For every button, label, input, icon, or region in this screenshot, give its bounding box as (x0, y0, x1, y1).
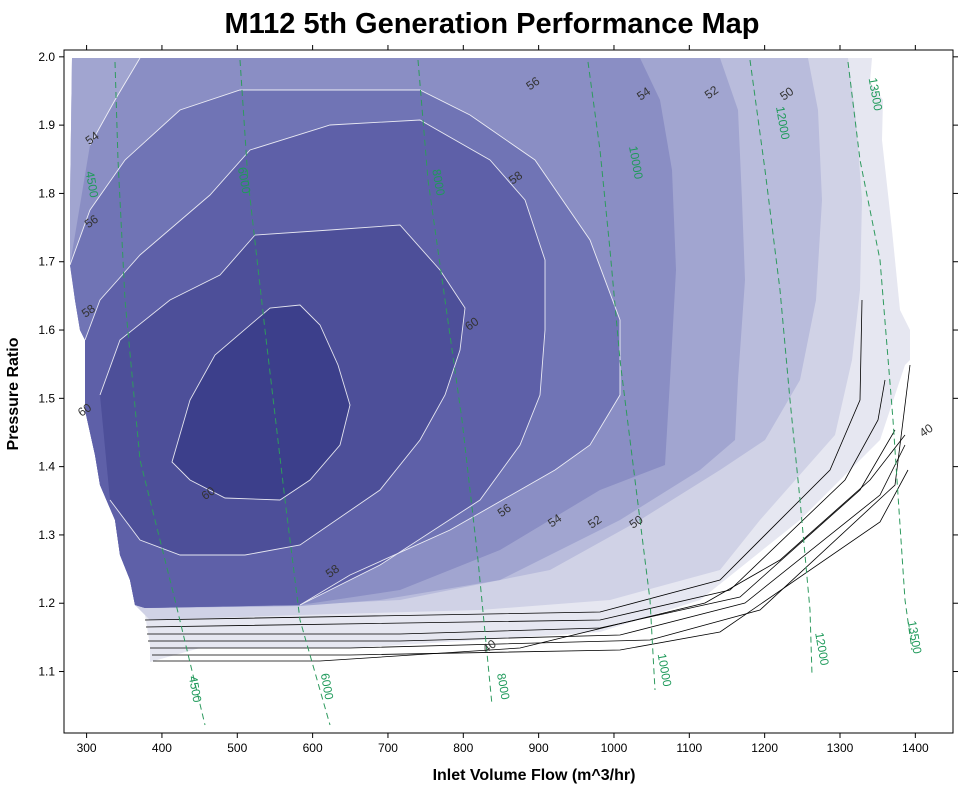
speed-line-13500 (847, 61, 913, 651)
speed-label-10000: 10000 (626, 145, 646, 181)
y-tick-label: 1.4 (38, 460, 55, 474)
speed-label-13500: 13500 (866, 77, 886, 113)
speed-line-4500 (114, 61, 206, 726)
x-tick-label: 600 (303, 741, 323, 755)
contour-line (145, 379, 886, 628)
x-tick-label: 300 (77, 741, 97, 755)
speed-label-4500: 4500 (83, 170, 101, 199)
speed-label-12000: 12000 (812, 631, 832, 667)
y-tick-label: 1.5 (38, 391, 55, 405)
contour-outline-60 (84, 119, 546, 606)
y-axis: 1.1 1.2 1.3 1.4 1.5 1.6 1.7 1.8 1.9 2.0 (38, 50, 958, 679)
contour-outline-56 (89, 57, 141, 146)
y-tick-label: 2.0 (38, 50, 55, 64)
y-tick-label: 1.6 (38, 323, 55, 337)
x-axis: 300 400 500 600 700 800 900 1000 1100 1200 1300 140… (77, 45, 929, 755)
plot-frame (63, 49, 954, 734)
contour-line (150, 364, 911, 649)
speed-line-12000 (749, 59, 813, 676)
speed-label-6000: 6000 (235, 166, 253, 195)
contour-outline-62 (99, 224, 466, 556)
y-tick-label: 1.2 (38, 596, 55, 610)
contour-outline-64 (171, 304, 351, 501)
contour-line (152, 469, 909, 656)
speed-lines (114, 59, 913, 726)
speed-line-10000 (587, 61, 656, 691)
y-tick-label: 1.9 (38, 118, 55, 132)
x-axis-label: Inlet Volume Flow (m^3/hr) (433, 767, 636, 784)
contour-line (148, 444, 906, 642)
efficiency-contour-outlines (69, 57, 621, 606)
speed-label-13500: 13500 (905, 620, 925, 656)
y-tick-label: 1.7 (38, 255, 55, 269)
chart-title: M112 5th Generation Performance Map (224, 8, 759, 40)
x-tick-label: 1300 (827, 741, 854, 755)
x-tick-label: 500 (227, 741, 247, 755)
low-efficiency-contour-lines (144, 299, 911, 662)
speed-labels: 4500 4500 6000 6000 8000 8000 10000 10000 12000 1… (83, 77, 925, 704)
x-tick-label: 1200 (751, 741, 778, 755)
x-tick-label: 700 (378, 741, 398, 755)
x-tick-label: 800 (453, 741, 473, 755)
y-tick-label: 1.1 (38, 665, 55, 679)
x-tick-label: 400 (152, 741, 172, 755)
x-tick-label: 1100 (676, 741, 702, 755)
y-tick-label: 1.8 (38, 186, 55, 200)
y-tick-label: 1.3 (38, 528, 55, 542)
speed-line-8000 (417, 59, 493, 706)
speed-label-6000: 6000 (318, 672, 336, 701)
speed-label-12000: 12000 (773, 105, 793, 141)
x-tick-label: 900 (529, 741, 549, 755)
y-axis-label: Pressure Ratio (5, 337, 22, 450)
speed-label-8000: 8000 (429, 168, 447, 197)
x-tick-label: 1400 (902, 741, 929, 755)
speed-label-8000: 8000 (494, 672, 512, 701)
contour-line (153, 434, 906, 662)
contour-line (147, 429, 896, 635)
contour-outline-58 (69, 89, 621, 606)
contour-line (144, 299, 863, 621)
speed-label-4500: 4500 (186, 675, 204, 704)
x-tick-label: 1000 (601, 741, 628, 755)
speed-line-6000 (239, 59, 331, 726)
speed-label-10000: 10000 (655, 652, 675, 688)
